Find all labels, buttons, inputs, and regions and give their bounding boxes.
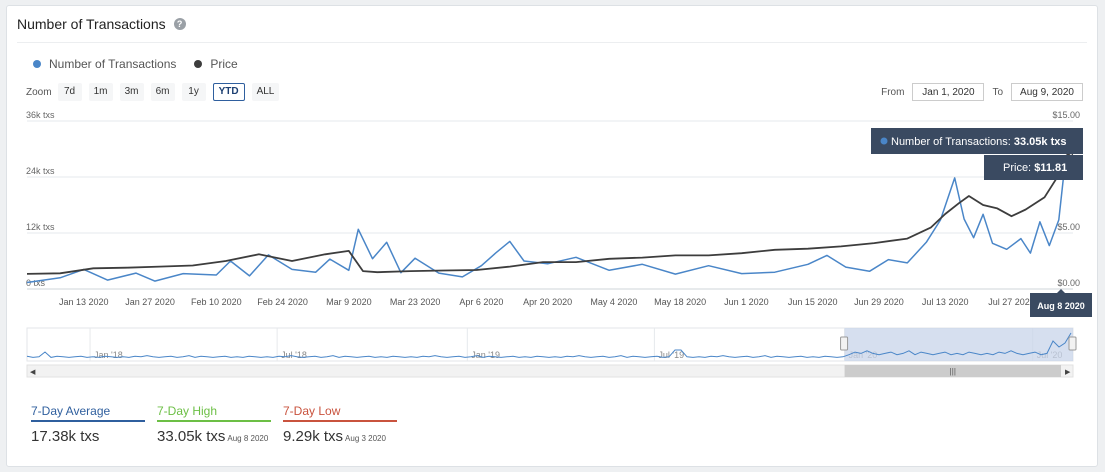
x-tick-label: Jul 27 2020 [988,297,1035,307]
stat-value: 9.29k txs Aug 3 2020 [283,428,397,445]
stat-value: 33.05k txs Aug 8 2020 [157,428,271,445]
legend-dot-icon [194,60,203,68]
from-date-input[interactable] [912,83,985,101]
y-right-tick-label: $5.00 [1057,222,1080,232]
to-label: To [992,86,1003,98]
tooltip-transactions-box [871,128,1083,154]
stat-date: Aug 3 2020 [345,434,386,443]
x-tick-label: Jun 1 2020 [724,297,769,307]
navigator-tick-label: Jan '19 [471,350,500,360]
from-label: From [881,86,905,98]
tooltip-date-text: Aug 8 2020 [1037,301,1085,311]
x-tick-label: Feb 10 2020 [191,297,242,307]
date-range: From To [881,83,1083,101]
zoom-6m-button[interactable]: 6m [150,83,175,101]
series-line-price [26,153,1074,275]
navigator-tick-label: Jul '19 [658,350,684,360]
y-left-tick-label: 0 txs [26,278,46,288]
scroll-left-icon[interactable]: ◀ [30,369,36,376]
navigator-selection [844,328,1073,361]
x-tick-label: Mar 9 2020 [326,297,372,307]
zoom-ytd-button[interactable]: YTD [212,83,245,101]
stat-value-text: 33.05k txs [157,428,226,445]
y-right-tick-label: $15.00 [1052,110,1080,120]
stat-average: 7-Day Average 17.38k txs [31,402,145,445]
tooltip-date-box [1030,293,1092,317]
stat-label: 7-Day Average [31,404,145,422]
zoom-all-button[interactable]: ALL [251,83,280,101]
stat-value: 17.38k txs [31,428,145,445]
zoom-7d-button[interactable]: 7d [57,83,82,101]
zoom-3m-button[interactable]: 3m [119,83,144,101]
zoom-1y-button[interactable]: 1y [181,83,206,101]
stat-label: 7-Day Low [283,404,397,422]
x-tick-label: May 18 2020 [654,297,706,307]
x-tick-label: Apr 20 2020 [523,297,572,307]
question-circle-icon[interactable]: ? [173,18,186,30]
navigator-handle-left[interactable] [840,336,849,351]
series-line-transactions [26,134,1074,284]
x-tick-label: Apr 6 2020 [459,297,503,307]
x-tick-label: Feb 24 2020 [257,297,308,307]
y-left-tick-label: 12k txs [26,222,55,232]
tooltip-dot-icon [880,137,888,145]
zoom-label: Zoom [26,86,52,98]
tooltip-date-arrow [1057,289,1065,293]
x-tick-label: Jun 15 2020 [788,297,838,307]
x-tick-label: Mar 23 2020 [390,297,441,307]
legend-label: Price [210,57,238,71]
title-divider [17,42,1087,43]
title-text: Number of Transactions [17,16,166,32]
zoom-controls: Zoom 7d 1m 3m 6m 1y YTD ALL [26,83,286,101]
x-tick-label: Jul 13 2020 [922,297,969,307]
y-left-tick-label: 36k txs [26,110,55,120]
x-tick-label: Jan 13 2020 [59,297,109,307]
navigator-tick-label: Jul '18 [281,350,307,360]
tooltip-price-text: Price: $11.81 [1003,162,1067,174]
chart-legend: Number of Transactions Price [33,57,256,71]
x-tick-label: Jan 27 2020 [125,297,175,307]
stat-date: Aug 8 2020 [227,434,269,443]
tooltip-transactions-text: Number of Transactions: 33.05k txs [891,136,1067,148]
legend-dot-icon [33,60,41,68]
stat-value-text: 17.38k txs [31,428,100,445]
to-date-input[interactable] [1011,83,1083,101]
legend-item-price[interactable]: Price [194,57,238,71]
navigator-tick-label: Jan '18 [94,350,123,360]
x-tick-label: Jun 29 2020 [854,297,904,307]
stat-value-text: 9.29k txs [283,428,344,445]
stat-high: 7-Day High 33.05k txs Aug 8 2020 [157,402,271,445]
stats-row: 7-Day Average 17.38k txs 7-Day High 33.0… [31,402,409,445]
x-tick-label: May 4 2020 [590,297,637,307]
navigator-line [26,332,1072,358]
zoom-1m-button[interactable]: 1m [88,83,113,101]
navigator-handle-right[interactable] [1068,336,1077,351]
chart-card: Number of Transactions ? Number of Trans… [6,5,1098,467]
legend-label: Number of Transactions [49,57,177,71]
tooltip-price-box [984,155,1083,180]
scrollbar-thumb[interactable] [844,365,1061,377]
scrollbar-track [26,364,1074,378]
y-left-tick-label: 24k txs [26,166,55,176]
scrollbar-grip-icon: ||| [950,367,956,376]
stat-label: 7-Day High [157,404,271,422]
y-right-tick-label: $0.00 [1057,278,1080,288]
stat-low: 7-Day Low 9.29k txs Aug 3 2020 [283,402,397,445]
scroll-right-icon[interactable]: ▶ [1065,369,1071,376]
card-title: Number of Transactions ? [17,16,186,32]
legend-item-transactions[interactable]: Number of Transactions [33,57,176,71]
